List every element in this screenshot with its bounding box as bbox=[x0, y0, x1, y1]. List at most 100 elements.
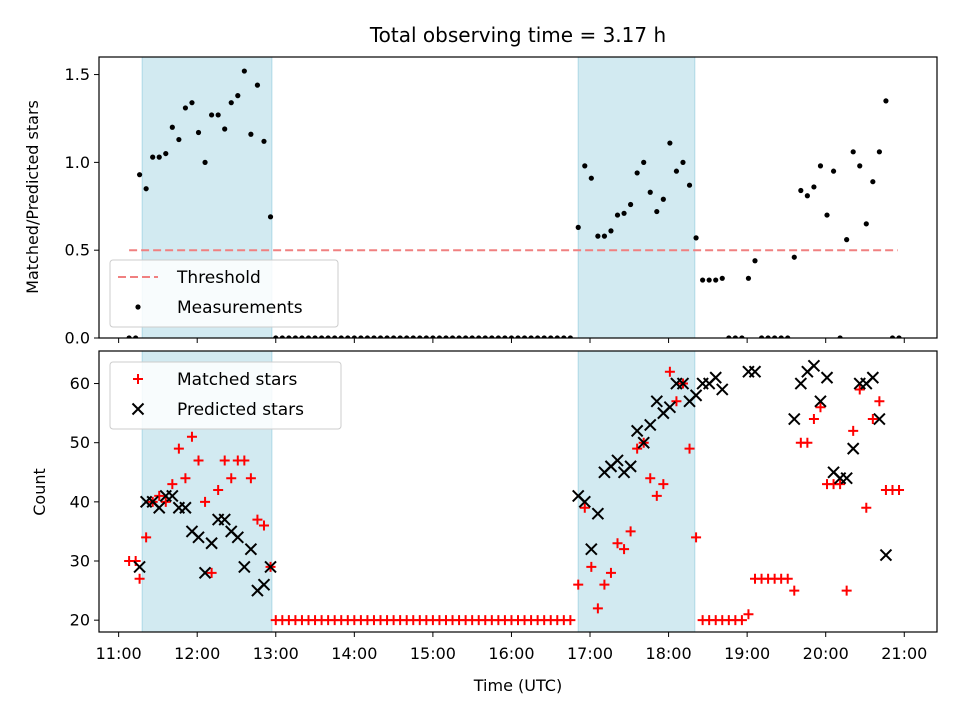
predicted-point bbox=[153, 501, 166, 514]
measurement-point bbox=[495, 335, 501, 338]
x-tick-label: 19:00 bbox=[724, 644, 770, 663]
measurement-point bbox=[476, 335, 482, 338]
legend: Matched stars Predicted stars bbox=[109, 361, 342, 430]
measurement-point bbox=[700, 277, 706, 283]
measurement-point bbox=[235, 93, 241, 99]
x-tick-label: 18:00 bbox=[646, 644, 692, 663]
predicted-point bbox=[166, 489, 179, 503]
measurement-point bbox=[535, 335, 541, 338]
measurement-point bbox=[824, 212, 830, 218]
matched-point bbox=[612, 538, 623, 549]
predicted-point bbox=[218, 513, 231, 526]
measurement-point bbox=[261, 138, 267, 144]
measurement-point bbox=[502, 335, 508, 338]
predicted-point bbox=[676, 377, 690, 390]
legend-label: Predicted stars bbox=[177, 400, 304, 420]
predicted-point bbox=[585, 542, 598, 556]
measurement-point bbox=[456, 335, 462, 338]
measurement-point bbox=[588, 175, 594, 181]
measurement-point bbox=[371, 335, 377, 338]
measurement-point bbox=[443, 335, 449, 338]
measurement-point bbox=[273, 335, 279, 338]
measurement-point bbox=[489, 335, 495, 338]
measurement-point bbox=[133, 335, 139, 338]
matched-point bbox=[258, 520, 269, 531]
predicted-point bbox=[788, 412, 801, 426]
matched-point bbox=[894, 485, 905, 496]
matched-point bbox=[808, 414, 819, 425]
matched-point bbox=[874, 396, 885, 407]
matched-point bbox=[134, 573, 145, 584]
measurement-point bbox=[582, 163, 588, 169]
measurement-point bbox=[673, 168, 680, 174]
measurement-point bbox=[634, 170, 640, 176]
measurement-point bbox=[150, 154, 156, 160]
measurement-point bbox=[785, 335, 791, 338]
measurement-point bbox=[889, 335, 896, 338]
measurement-point bbox=[430, 335, 436, 338]
x-tick-label: 16:00 bbox=[488, 644, 534, 663]
measurement-point bbox=[621, 210, 627, 216]
matched-point bbox=[573, 579, 584, 590]
measurement-point bbox=[567, 335, 573, 338]
y-tick-label: 20 bbox=[70, 611, 90, 630]
measurement-point bbox=[163, 150, 169, 157]
matched-point bbox=[691, 532, 702, 543]
predicted-point bbox=[624, 460, 637, 473]
matched-point bbox=[167, 479, 178, 490]
ratio-panel: 0.0 0.5 1.0 1.5 Threshold Measurements bbox=[65, 56, 938, 348]
measurement-point bbox=[254, 82, 261, 88]
measurement-point bbox=[752, 258, 758, 264]
matched-point bbox=[789, 585, 800, 596]
measurement-point bbox=[286, 335, 292, 338]
legend-label: Threshold bbox=[176, 268, 261, 288]
measurement-point bbox=[595, 233, 601, 239]
matched-point bbox=[658, 479, 669, 490]
measurement-point bbox=[765, 335, 771, 338]
predicted-point bbox=[192, 531, 205, 544]
measurement-point bbox=[469, 335, 475, 338]
measurement-point bbox=[463, 335, 469, 338]
measurement-point bbox=[241, 68, 247, 74]
measurement-point bbox=[202, 159, 208, 165]
predicted-point bbox=[133, 560, 146, 574]
measurement-point bbox=[332, 335, 338, 338]
predicted-point bbox=[650, 395, 664, 408]
predicted-point bbox=[231, 531, 245, 544]
plot-area bbox=[124, 359, 905, 626]
matched-point bbox=[645, 473, 656, 484]
measurement-point bbox=[482, 335, 488, 338]
measurement-point bbox=[521, 335, 528, 338]
measurement-point bbox=[209, 112, 215, 118]
matched-point bbox=[835, 479, 846, 490]
measurement-point bbox=[758, 335, 765, 338]
legend-label: Matched stars bbox=[177, 370, 297, 390]
legend-box bbox=[109, 361, 342, 430]
matched-point bbox=[671, 396, 682, 407]
matched-point bbox=[592, 603, 603, 614]
measurement-point bbox=[739, 335, 745, 338]
measurement-point bbox=[338, 335, 344, 338]
x-tick-label: 21:00 bbox=[881, 644, 927, 663]
measurement-point bbox=[628, 201, 634, 208]
measurement-point bbox=[364, 335, 371, 338]
measurement-point bbox=[601, 233, 608, 239]
predicted-point bbox=[238, 560, 251, 574]
measurement-point bbox=[279, 335, 285, 338]
matched-point bbox=[815, 402, 826, 413]
predicted-point bbox=[814, 395, 827, 408]
measurement-point bbox=[384, 335, 390, 338]
y-tick-label: 1.0 bbox=[65, 153, 90, 172]
matched-point bbox=[684, 443, 695, 454]
matched-point bbox=[848, 425, 859, 436]
matched-point bbox=[802, 437, 813, 448]
measurement-point bbox=[248, 131, 254, 137]
matched-point bbox=[252, 514, 263, 525]
predicted-point bbox=[846, 442, 860, 455]
predicted-point bbox=[807, 359, 821, 372]
measurement-point bbox=[667, 140, 673, 146]
measurement-point bbox=[647, 189, 653, 195]
predicted-point bbox=[578, 495, 591, 509]
matched-point bbox=[206, 567, 217, 578]
measurement-point bbox=[693, 235, 699, 241]
